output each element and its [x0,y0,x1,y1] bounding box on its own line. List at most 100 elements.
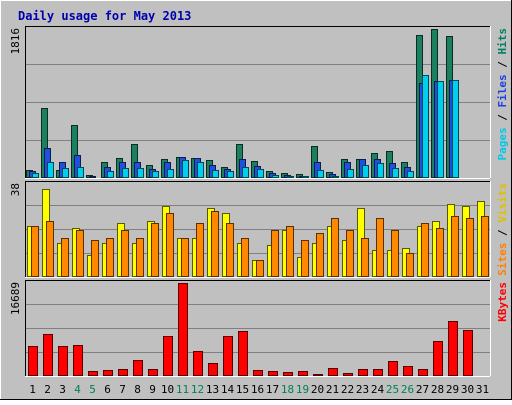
bar-kbytes-day-4 [73,345,83,376]
bar-sites-day-1 [31,226,39,277]
bar-pages-day-4 [77,167,84,178]
x-tick-label-day-14: 14 [221,383,235,396]
x-tick-label-day-23: 23 [356,383,369,396]
bar-sites-day-11 [181,238,189,277]
panel-kbytes-legend: KBytes [496,282,509,322]
bar-sites-day-17 [271,230,279,277]
bar-sites-day-12 [196,223,204,277]
bar-kbytes-day-30 [463,330,473,376]
bar-pages-day-9 [152,171,159,178]
legend-part-2: Files [496,74,509,107]
bar-kbytes-day-23 [358,369,368,376]
x-tick-label-day-24: 24 [371,383,385,396]
legend-part-0: Pages [496,127,509,160]
bar-kbytes-day-11 [178,283,188,376]
bar-kbytes-day-14 [223,336,233,376]
x-tick-label-day-28: 28 [431,383,444,396]
bar-sites-day-7 [121,230,129,277]
bar-kbytes-day-15 [238,331,248,376]
chart-title: Daily usage for May 2013 [18,9,191,23]
legend-part-2: Visits [496,183,509,223]
legend-part-1: / [496,223,509,243]
x-tick-label-day-18: 18 [281,383,294,396]
bar-pages-day-11 [182,160,189,178]
x-tick-label-day-12: 12 [191,383,204,396]
bar-kbytes-day-27 [418,369,428,376]
bar-sites-day-26 [406,253,414,277]
x-tick-label-day-5: 5 [89,383,96,396]
x-tick-label-day-10: 10 [161,383,174,396]
bar-pages-day-1 [32,173,39,178]
bar-kbytes-day-16 [253,370,263,376]
bar-kbytes-day-2 [43,334,53,376]
bar-kbytes-day-20 [313,374,323,376]
bar-sites-day-29 [451,216,459,277]
bar-sites-day-22 [346,230,354,277]
panel-kbytes-ymax-label: 16689 [9,282,22,315]
bar-sites-day-8 [136,238,144,277]
bar-kbytes-day-1 [28,346,38,376]
bar-pages-day-25 [392,168,399,178]
bar-sites-day-5 [91,240,99,277]
bar-kbytes-day-3 [58,346,68,376]
bar-sites-day-4 [76,230,84,277]
bar-kbytes-day-19 [298,371,308,376]
legend-part-0: Sites [496,243,509,276]
bar-kbytes-day-28 [433,341,443,376]
x-tick-label-day-16: 16 [251,383,264,396]
bar-pages-day-26 [407,171,414,178]
bar-kbytes-day-13 [208,363,218,376]
bar-pages-day-29 [452,80,459,178]
bar-kbytes-day-12 [193,351,203,376]
x-tick-label-day-19: 19 [296,383,309,396]
bar-pages-day-22 [347,169,354,178]
bar-pages-day-7 [122,168,129,178]
x-tick-label-day-17: 17 [266,383,279,396]
bar-pages-day-8 [137,168,144,178]
x-tick-label-day-20: 20 [311,383,324,396]
bar-sites-day-13 [211,211,219,277]
bar-pages-day-10 [167,169,174,178]
bar-sites-day-31 [481,216,489,277]
x-tick-label-day-26: 26 [401,383,414,396]
x-tick-label-day-9: 9 [149,383,156,396]
bar-pages-day-15 [242,167,249,178]
bar-sites-day-28 [436,228,444,277]
bar-pages-day-2 [47,162,54,178]
bar-kbytes-day-7 [118,369,128,376]
bar-pages-day-13 [212,170,219,178]
bar-pages-day-14 [227,171,234,178]
legend-part-3: / [496,55,509,75]
x-tick-label-day-13: 13 [206,383,219,396]
legend-part-4: Hits [496,28,509,55]
bar-kbytes-day-21 [328,368,338,376]
x-tick-label-day-31: 31 [476,383,489,396]
x-tick-label-day-21: 21 [326,383,339,396]
x-tick-label-day-7: 7 [119,383,126,396]
bar-sites-day-25 [391,230,399,277]
x-tick-label-day-2: 2 [44,383,51,396]
x-tick-label-day-27: 27 [416,383,429,396]
bar-sites-day-2 [46,221,54,277]
panel-sites-visits-ymax-label: 38 [9,183,22,196]
x-tick-label-day-3: 3 [59,383,66,396]
legend-part-1: / [496,108,509,128]
bar-sites-day-30 [466,218,474,277]
x-tick-label-day-1: 1 [29,383,36,396]
legend-part-0: KBytes [496,282,509,322]
bar-kbytes-day-6 [103,370,113,376]
bar-kbytes-day-26 [403,366,413,376]
x-tick-label-day-8: 8 [134,383,141,396]
bar-pages-day-6 [107,171,114,178]
bar-sites-day-19 [301,240,309,277]
bar-pages-day-21 [332,176,339,178]
bar-pages-day-24 [377,163,384,178]
bar-pages-day-28 [437,81,444,178]
bar-kbytes-day-5 [88,371,98,376]
x-tick-label-day-22: 22 [341,383,354,396]
x-tick-label-day-11: 11 [176,383,189,396]
bar-sites-day-10 [166,213,174,277]
bar-sites-day-27 [421,223,429,277]
bar-pages-day-12 [197,162,204,178]
